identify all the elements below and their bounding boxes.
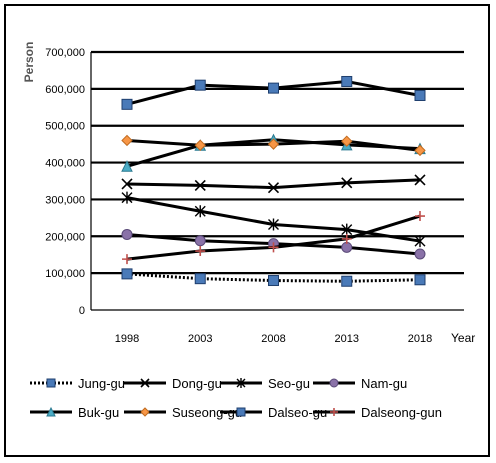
data-point xyxy=(268,82,279,94)
data-point xyxy=(341,177,353,189)
legend-marker xyxy=(236,407,246,417)
series-line xyxy=(126,272,421,283)
data-point xyxy=(121,268,133,280)
legend-item-seo-gu: Seo-gu xyxy=(220,376,310,391)
data-point xyxy=(341,233,352,244)
data-point xyxy=(341,75,353,87)
data-point xyxy=(414,89,426,101)
data-point xyxy=(268,242,279,253)
x-axis-ticks: 1998 2003 2008 2013 2018 xyxy=(115,333,432,345)
series-layer xyxy=(121,75,426,287)
legend-item-dalseo-gu: Dalseo-gu xyxy=(220,405,327,420)
x-tick-label: 2008 xyxy=(261,333,285,345)
legend-marker xyxy=(46,406,56,417)
legend-label: Nam-gu xyxy=(361,376,407,391)
legend-marker xyxy=(236,378,246,388)
y-axis-title: Person xyxy=(22,42,36,83)
data-point xyxy=(267,182,280,194)
x-tick-label: 2013 xyxy=(335,333,359,345)
data-point xyxy=(194,205,206,218)
series-jung-gu xyxy=(121,268,426,287)
data-point xyxy=(195,246,206,257)
legend-item-buk-gu: Buk-gu xyxy=(30,405,119,420)
series-seo-gu xyxy=(121,191,426,248)
data-point xyxy=(414,144,426,157)
legend-label: Suseong-gu xyxy=(172,405,242,420)
x-tick-label: 2003 xyxy=(188,333,212,345)
y-tick-label: 0 xyxy=(79,305,85,317)
data-point xyxy=(414,235,426,248)
gridlines xyxy=(90,50,464,311)
legend-item-suseong-gu: Suseong-gu xyxy=(124,405,242,420)
y-tick-label: 500,000 xyxy=(45,121,85,133)
series-dalseong-gun xyxy=(122,211,425,265)
data-point xyxy=(268,275,279,287)
legend-label: Dalseo-gu xyxy=(268,405,327,420)
series-dalseo-gu xyxy=(121,75,426,110)
series-dong-gu xyxy=(121,174,426,194)
data-point xyxy=(414,174,426,186)
data-point xyxy=(267,138,280,150)
data-point xyxy=(268,218,279,231)
data-point xyxy=(121,134,133,147)
data-point xyxy=(341,135,353,147)
data-point xyxy=(194,179,206,191)
data-point xyxy=(341,275,353,287)
legend-item-dalseong-gun: Dalseong-gun xyxy=(313,405,442,420)
legend-marker xyxy=(330,408,338,416)
data-point xyxy=(414,274,426,286)
data-point xyxy=(194,79,206,91)
legend-item-jung-gu: Jung-gu xyxy=(30,376,125,391)
x-tick-label: 2018 xyxy=(408,333,432,345)
legend-label: Seo-gu xyxy=(268,376,310,391)
data-point xyxy=(122,254,132,265)
data-point xyxy=(194,139,206,151)
y-tick-label: 600,000 xyxy=(45,84,85,96)
data-point xyxy=(121,228,133,240)
y-tick-label: 100,000 xyxy=(45,268,85,280)
chart-frame xyxy=(4,4,490,457)
legend-label: Buk-gu xyxy=(78,405,119,420)
data-point xyxy=(121,191,133,204)
data-point xyxy=(121,160,133,172)
data-point xyxy=(341,223,353,236)
legend-marker xyxy=(140,378,150,388)
legend-label: Dalseong-gun xyxy=(361,405,442,420)
x-tick-label: 1998 xyxy=(115,333,139,345)
y-axis-ticks: 0 100,000 200,000 300,000 400,000 500,000 600,… xyxy=(45,47,85,317)
y-tick-label: 200,000 xyxy=(45,231,85,243)
data-point xyxy=(121,98,133,110)
data-point xyxy=(194,235,206,247)
legend-item-nam-gu: Nam-gu xyxy=(313,376,407,391)
y-tick-label: 400,000 xyxy=(45,158,85,170)
y-tick-label: 300,000 xyxy=(45,194,85,206)
legend-marker xyxy=(140,407,150,417)
series-line xyxy=(126,178,421,190)
data-point xyxy=(415,211,425,222)
y-tick-label: 700,000 xyxy=(45,47,85,59)
series-suseong-gu xyxy=(121,134,426,157)
legend-label: Jung-gu xyxy=(78,376,125,391)
legend-marker xyxy=(46,378,56,388)
data-point xyxy=(121,178,133,190)
data-point xyxy=(194,273,206,285)
x-axis-title: Year xyxy=(451,331,475,345)
legend-marker xyxy=(329,378,339,388)
legend-item-dong-gu: Dong-gu xyxy=(124,376,222,391)
legend-label: Dong-gu xyxy=(172,376,222,391)
legend: Jung-gu Dong-gu Seo-gu Nam-gu Buk-gu Suseong-… xyxy=(30,376,442,420)
data-point xyxy=(414,248,426,260)
